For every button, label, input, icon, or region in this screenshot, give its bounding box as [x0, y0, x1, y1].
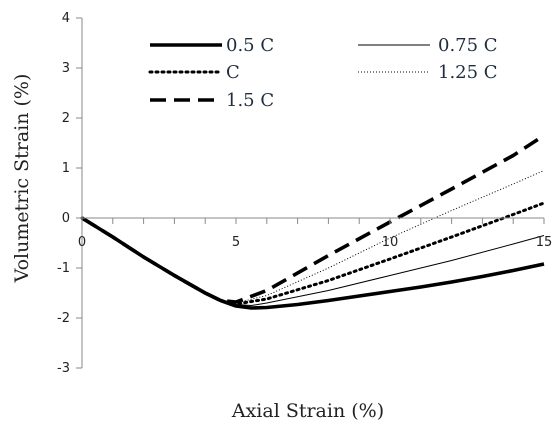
y-tick-label: 1 — [62, 161, 70, 176]
legend-label: 1.25 C — [438, 62, 498, 83]
y-axis-title: Volumetric Strain (%) — [11, 74, 33, 284]
y-tick-label: 4 — [62, 11, 70, 26]
legend-label: 0.5 C — [226, 35, 274, 56]
legend-label: C — [226, 62, 240, 83]
y-tick-label: -1 — [57, 261, 70, 276]
series-line — [81, 170, 545, 304]
y-tick-label: 3 — [62, 61, 70, 76]
legend: 0.5 C 0.75 C C 1.25 C 1.5 C — [148, 35, 498, 111]
y-tick-label: -2 — [57, 311, 70, 326]
legend-label: 1.5 C — [226, 90, 274, 111]
x-tick-label: 0 — [78, 235, 86, 250]
y-tick-label: 2 — [62, 111, 70, 126]
plot-area — [80, 133, 546, 310]
legend-label: 0.75 C — [438, 35, 498, 56]
x-tick-label: 10 — [382, 235, 399, 250]
x-tick-label: 15 — [536, 235, 553, 250]
y-tick-label: -3 — [57, 361, 70, 376]
y-tick-label: 0 — [62, 211, 70, 226]
x-tick-label: 5 — [232, 235, 240, 250]
x-axis-title: Axial Strain (%) — [231, 400, 384, 422]
series-line — [81, 133, 545, 304]
